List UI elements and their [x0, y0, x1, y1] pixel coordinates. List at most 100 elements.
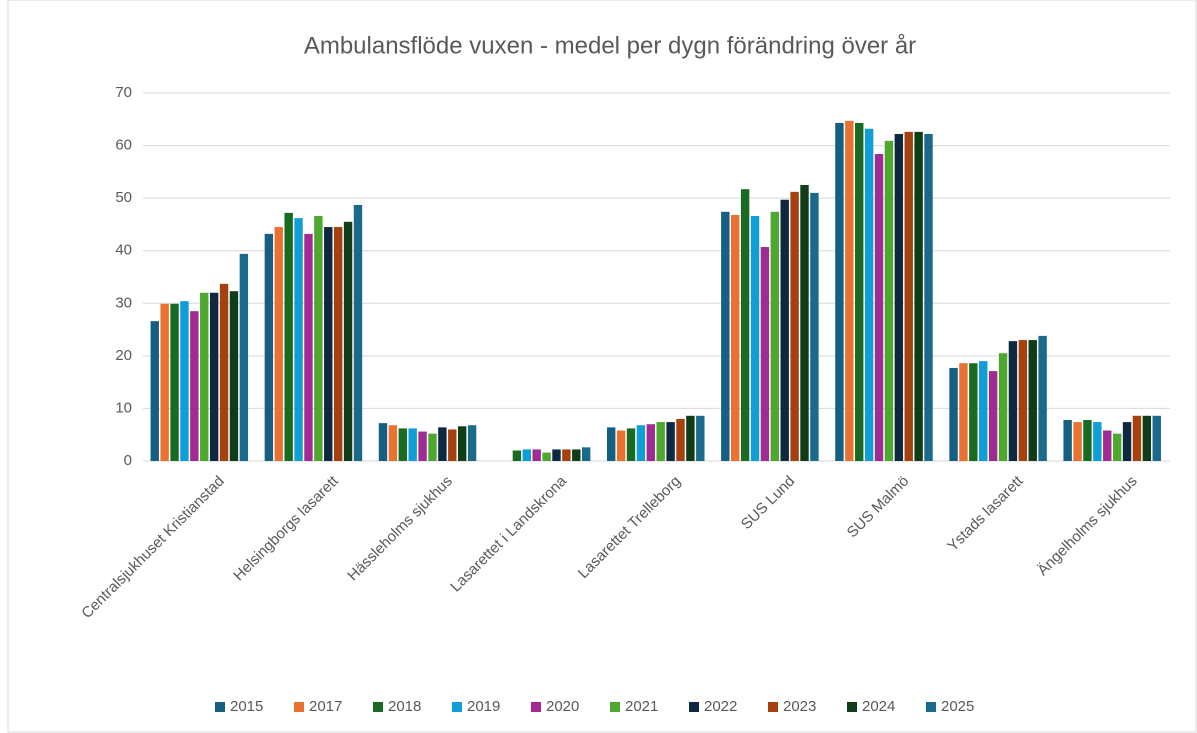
bar — [190, 311, 199, 461]
legend-swatch — [215, 702, 225, 712]
bar — [731, 214, 740, 461]
y-tick-label: 10 — [115, 399, 132, 416]
y-tick-label: 20 — [115, 347, 132, 364]
bar — [180, 301, 189, 461]
legend-label: 2020 — [546, 698, 579, 715]
y-tick-label: 50 — [115, 189, 132, 206]
bar — [448, 429, 457, 461]
legend-label: 2024 — [862, 698, 895, 715]
bar — [1008, 341, 1018, 461]
bar — [378, 423, 388, 461]
bar — [1132, 415, 1142, 461]
bar — [1038, 335, 1047, 461]
bar — [676, 418, 685, 461]
bar — [1093, 422, 1102, 461]
bar — [914, 131, 923, 461]
bar — [616, 430, 626, 461]
bar — [170, 303, 179, 461]
bar — [150, 321, 159, 461]
bar — [1073, 422, 1082, 461]
y-tick-label: 60 — [115, 137, 132, 154]
y-tick-label: 30 — [115, 294, 132, 311]
bar — [522, 449, 531, 461]
legend-label: 2019 — [467, 698, 500, 715]
bar — [532, 449, 541, 461]
bar — [304, 233, 313, 461]
bar — [209, 292, 219, 461]
bar — [959, 363, 968, 461]
bar — [988, 371, 998, 461]
bar — [1063, 419, 1072, 461]
bar — [343, 221, 353, 461]
bar — [949, 367, 958, 461]
bar — [1152, 415, 1161, 461]
legend-swatch — [847, 702, 857, 712]
legend-swatch — [926, 702, 936, 712]
bar — [696, 415, 705, 461]
bar — [800, 185, 809, 461]
bar — [1083, 419, 1092, 461]
bar — [894, 134, 904, 461]
bar — [388, 425, 398, 461]
bar — [264, 233, 274, 461]
legend-swatch — [452, 702, 462, 712]
bar — [740, 189, 750, 461]
bar — [294, 218, 303, 461]
legend-swatch — [610, 702, 620, 712]
bar — [333, 227, 343, 461]
bar — [572, 449, 581, 461]
bar — [581, 447, 591, 461]
bar — [646, 424, 655, 461]
bar — [810, 192, 819, 461]
bar — [398, 428, 407, 461]
bar — [219, 283, 229, 461]
bar — [229, 291, 239, 461]
bar — [835, 122, 844, 462]
bar — [200, 292, 209, 461]
bar — [760, 247, 770, 461]
legend-swatch — [768, 702, 778, 712]
bar — [428, 433, 437, 461]
legend-label: 2025 — [941, 698, 974, 715]
legend-swatch — [294, 702, 304, 712]
legend-label: 2017 — [309, 698, 342, 715]
bar — [790, 191, 799, 461]
bar — [636, 425, 646, 461]
bar — [160, 303, 169, 461]
bar — [626, 428, 636, 461]
bar — [1018, 340, 1028, 461]
bar — [969, 363, 978, 461]
bar — [845, 120, 854, 461]
legend-swatch — [373, 702, 383, 712]
bar — [353, 204, 363, 461]
bar — [314, 216, 323, 461]
bar — [874, 153, 884, 462]
bar — [904, 131, 913, 461]
bar — [467, 425, 477, 461]
bar — [721, 211, 730, 461]
bar — [750, 216, 760, 461]
bar — [457, 426, 467, 461]
bar — [438, 427, 447, 461]
bar — [607, 427, 616, 461]
y-tick-label: 40 — [115, 242, 132, 259]
legend-swatch — [531, 702, 541, 712]
bar — [924, 134, 933, 461]
bar — [1122, 422, 1132, 461]
bar — [884, 140, 894, 461]
bar — [864, 128, 874, 461]
bar — [979, 361, 988, 461]
legend-label: 2015 — [230, 698, 263, 715]
legend-label: 2021 — [625, 698, 658, 715]
bar — [855, 122, 864, 462]
legend-label: 2022 — [704, 698, 737, 715]
y-tick-label: 70 — [115, 84, 132, 101]
bar — [324, 227, 333, 461]
bar — [1112, 433, 1122, 461]
bar — [1028, 340, 1037, 461]
legend-swatch — [689, 702, 699, 712]
bar — [512, 450, 522, 461]
bar — [408, 428, 417, 461]
bar — [1142, 415, 1152, 461]
